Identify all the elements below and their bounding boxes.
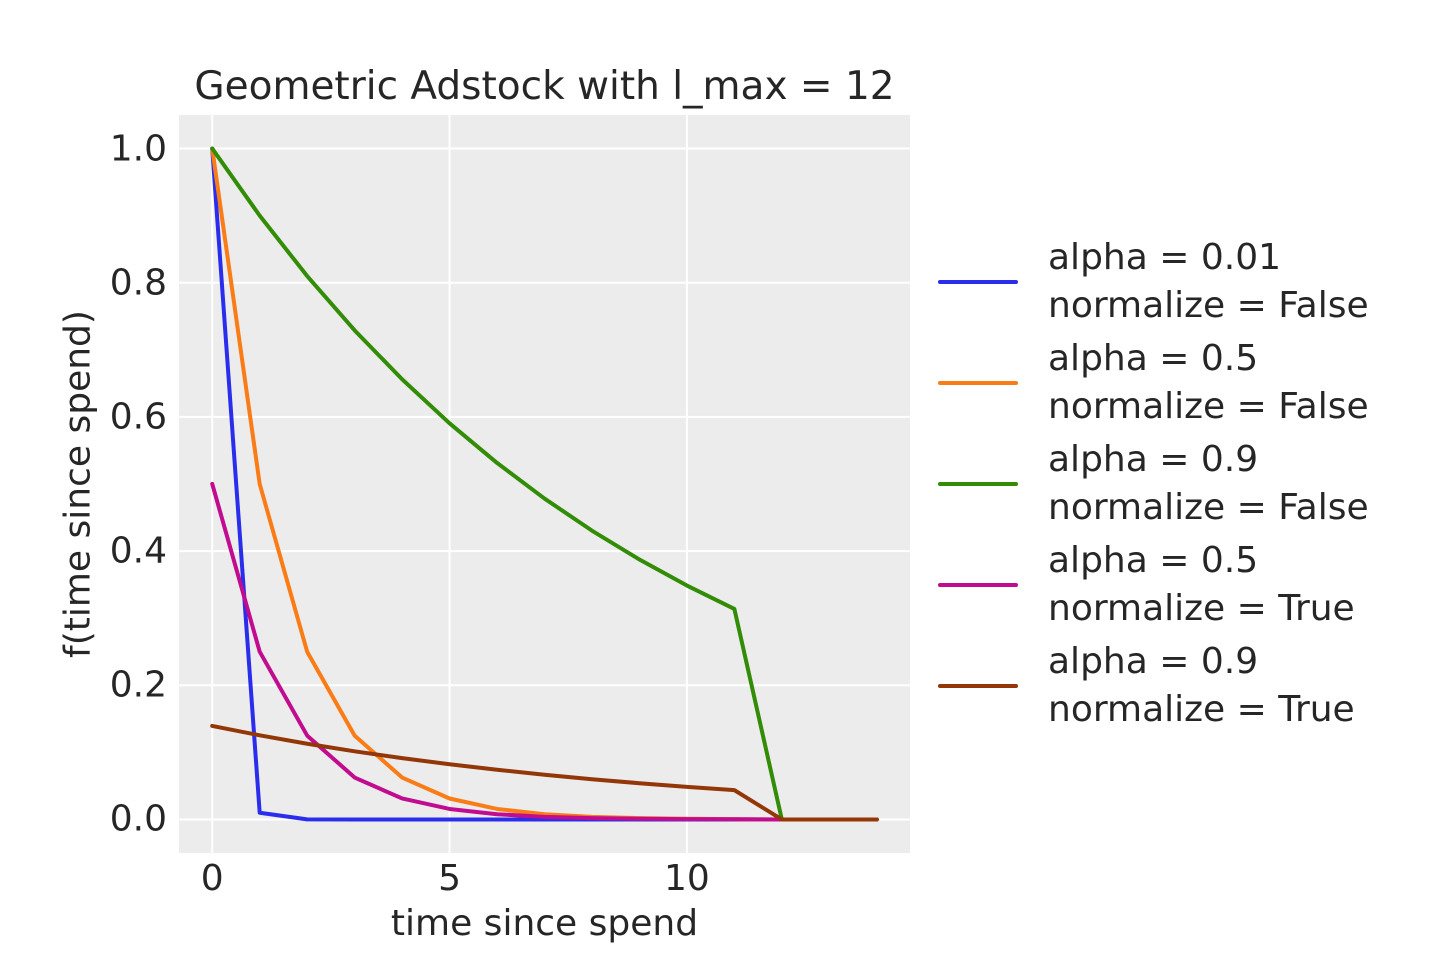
legend-entry-0: alpha = 0.01 normalize = False [938, 234, 1369, 330]
series-line-3 [210, 481, 879, 822]
legend-label-normalize: normalize = False [1048, 386, 1369, 427]
legend-line-swatch [938, 280, 1018, 284]
legend-label-alpha: alpha = 0.9 [1048, 439, 1259, 480]
y-tick-label: 0.8 [109, 262, 167, 304]
legend-label-normalize: normalize = False [1048, 285, 1369, 326]
legend-entry-3: alpha = 0.5 normalize = True [938, 537, 1369, 633]
y-tick-label: 0.0 [109, 798, 167, 840]
legend-swatch-box [938, 583, 1018, 587]
legend-swatch-box [938, 381, 1018, 385]
plot-area [179, 115, 910, 853]
legend-line-swatch [938, 482, 1018, 486]
y-tick-label: 0.4 [109, 530, 167, 572]
series-line-4 [210, 723, 879, 822]
legend-label-normalize: normalize = False [1048, 487, 1369, 528]
legend: alpha = 0.01 normalize = False alpha = 0.5… [938, 234, 1369, 734]
legend-swatch-box [938, 684, 1018, 688]
x-tick-label: 0 [200, 858, 224, 899]
legend-line-swatch [938, 381, 1018, 385]
legend-label: alpha = 0.9 normalize = False [1048, 436, 1369, 532]
x-axis-label: time since spend [390, 903, 699, 944]
y-tick-label: 0.6 [109, 396, 167, 438]
legend-label-alpha: alpha = 0.5 [1048, 540, 1259, 581]
legend-label-alpha: alpha = 0.5 [1048, 338, 1259, 379]
legend-entry-2: alpha = 0.9 normalize = False [938, 436, 1369, 532]
x-tick-label: 5 [438, 858, 462, 899]
x-tick-label: 10 [663, 858, 710, 899]
legend-line-swatch [938, 684, 1018, 688]
legend-entry-4: alpha = 0.9 normalize = True [938, 638, 1369, 734]
y-tick-label: 1.0 [109, 128, 167, 170]
legend-label-alpha: alpha = 0.01 [1048, 237, 1281, 278]
y-axis-label: f(time since spend) [57, 310, 99, 658]
legend-swatch-box [938, 482, 1018, 486]
y-tick-label: 0.2 [109, 664, 167, 706]
legend-label: alpha = 0.5 normalize = False [1048, 335, 1369, 431]
legend-label: alpha = 0.5 normalize = True [1048, 537, 1355, 633]
legend-entry-1: alpha = 0.5 normalize = False [938, 335, 1369, 431]
legend-label: alpha = 0.9 normalize = True [1048, 638, 1355, 734]
legend-swatch-box [938, 280, 1018, 284]
legend-label: alpha = 0.01 normalize = False [1048, 234, 1369, 330]
legend-label-alpha: alpha = 0.9 [1048, 641, 1259, 682]
chart-title: Geometric Adstock with l_max = 12 [194, 64, 895, 109]
legend-line-swatch [938, 583, 1018, 587]
legend-label-normalize: normalize = True [1048, 588, 1355, 629]
series-line-2 [210, 146, 879, 822]
legend-label-normalize: normalize = True [1048, 689, 1355, 730]
plot-background [179, 115, 910, 853]
